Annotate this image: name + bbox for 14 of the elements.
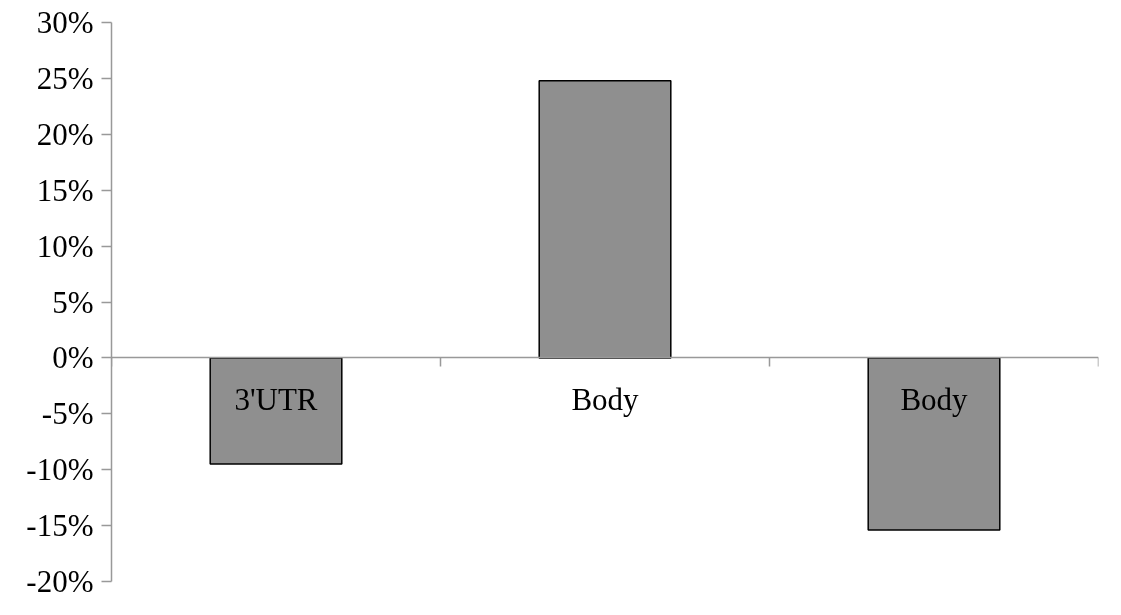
y-tick-label: 25% bbox=[36, 60, 94, 96]
y-tick-label: 15% bbox=[36, 172, 94, 208]
y-tick-label: -5% bbox=[41, 396, 94, 432]
y-tick-label: -20% bbox=[26, 564, 94, 599]
x-tick-label: Body bbox=[571, 381, 640, 417]
y-tick-label: -15% bbox=[26, 508, 94, 544]
y-tick-label: 30% bbox=[36, 5, 94, 40]
x-tick-label: Body bbox=[900, 381, 969, 417]
y-tick-label: 10% bbox=[36, 228, 94, 264]
y-tick-label: 20% bbox=[36, 116, 94, 152]
y-tick-label: 5% bbox=[52, 284, 94, 320]
y-tick-label: 0% bbox=[52, 340, 94, 376]
y-tick-label: -10% bbox=[26, 452, 94, 488]
x-tick-label: 3'UTR bbox=[234, 381, 318, 417]
